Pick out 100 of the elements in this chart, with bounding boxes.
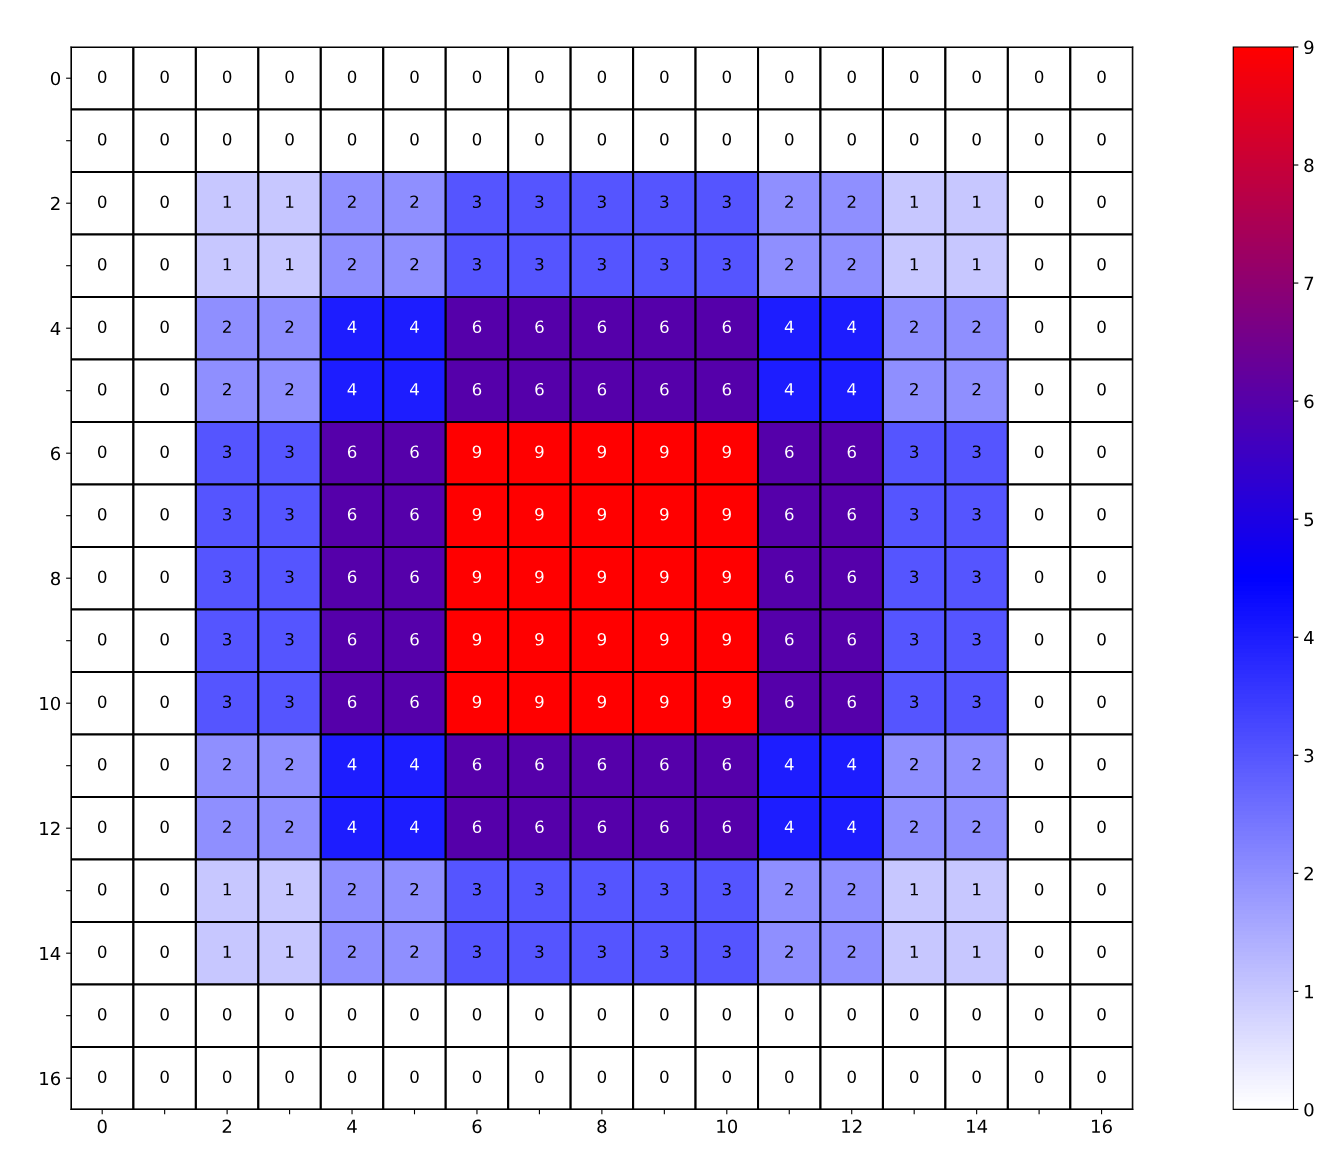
data-label: 0 xyxy=(972,132,981,146)
data-label: 9 xyxy=(722,632,731,646)
data-label: 4 xyxy=(347,758,357,771)
data-label: 3 xyxy=(472,882,481,896)
data-label: 0 xyxy=(410,1070,419,1084)
data-label: 6 xyxy=(660,320,669,334)
data-label: 9 xyxy=(722,695,731,709)
data-label: 0 xyxy=(660,1007,669,1021)
data-label: 3 xyxy=(535,882,544,896)
data-label: 0 xyxy=(785,1007,794,1021)
data-label: 0 xyxy=(909,1070,919,1084)
data-label: 1 xyxy=(910,258,918,271)
color-bar-label: 1 xyxy=(1305,985,1314,999)
data-label: 6 xyxy=(535,382,544,396)
data-label: 6 xyxy=(660,757,669,771)
data-label: 3 xyxy=(535,195,544,209)
data-label: 4 xyxy=(784,383,794,396)
data-label: 0 xyxy=(1034,195,1044,209)
data-label: 0 xyxy=(1097,820,1106,834)
data-label: 6 xyxy=(660,820,669,834)
data-label: 1 xyxy=(910,195,918,208)
data-label: 0 xyxy=(160,132,169,146)
data-label: 0 xyxy=(160,1007,169,1021)
y-tick-label: 6 xyxy=(51,446,61,461)
data-label: 2 xyxy=(972,320,981,333)
data-label: 0 xyxy=(785,70,794,84)
data-label: 3 xyxy=(660,945,669,959)
data-label: 9 xyxy=(597,445,607,459)
data-label: 0 xyxy=(160,195,169,209)
data-label: 0 xyxy=(1097,320,1106,334)
data-label: 0 xyxy=(347,70,357,84)
data-label: 9 xyxy=(535,507,544,521)
data-label: 6 xyxy=(472,820,482,834)
data-label: 1 xyxy=(286,945,294,958)
data-label: 0 xyxy=(785,1070,794,1084)
data-label: 6 xyxy=(347,632,357,646)
data-label: 6 xyxy=(847,445,856,459)
data-label: 9 xyxy=(660,445,669,459)
color-bar-label: 5 xyxy=(1304,512,1314,527)
data-label: 0 xyxy=(97,1070,107,1084)
data-label: 6 xyxy=(785,695,794,709)
data-label: 3 xyxy=(223,507,232,521)
data-label: 0 xyxy=(97,132,107,146)
data-label: 3 xyxy=(597,945,606,959)
data-label: 1 xyxy=(286,258,294,271)
data-label: 0 xyxy=(160,1070,169,1084)
data-label: 9 xyxy=(472,570,482,584)
data-label: 2 xyxy=(223,320,231,333)
data-label: 6 xyxy=(410,570,419,584)
data-label: 3 xyxy=(285,632,294,646)
data-label: 0 xyxy=(160,257,169,271)
data-label: 9 xyxy=(535,570,544,584)
data-label: 0 xyxy=(972,1070,981,1084)
y-tick-label: 12 xyxy=(40,821,60,836)
data-label: 0 xyxy=(1097,70,1106,84)
data-label: 3 xyxy=(535,945,544,959)
data-label: 0 xyxy=(160,632,169,646)
data-label: 3 xyxy=(597,882,606,896)
data-label: 3 xyxy=(972,632,981,646)
data-label: 0 xyxy=(1097,632,1106,646)
x-tick-label: 12 xyxy=(842,1119,862,1133)
data-label: 4 xyxy=(784,320,794,333)
data-label: 6 xyxy=(410,632,419,646)
data-label: 4 xyxy=(847,320,857,333)
data-label: 0 xyxy=(722,132,731,146)
data-label: 4 xyxy=(347,820,357,833)
data-label: 3 xyxy=(910,695,919,709)
color-bar-label: 7 xyxy=(1304,276,1314,290)
data-label: 0 xyxy=(97,70,107,84)
y-tick-label: 14 xyxy=(40,946,61,961)
data-label: 6 xyxy=(847,695,856,709)
data-label: 9 xyxy=(472,507,482,521)
data-label: 3 xyxy=(722,195,731,209)
data-label: 3 xyxy=(223,445,232,459)
data-label: 0 xyxy=(1034,1007,1044,1021)
data-label: 1 xyxy=(973,195,981,208)
data-label: 0 xyxy=(97,445,107,459)
x-tick-label: 10 xyxy=(717,1119,738,1134)
data-label: 2 xyxy=(410,945,419,958)
data-label: 0 xyxy=(597,70,607,84)
data-label: 2 xyxy=(785,882,793,896)
data-label: 0 xyxy=(1034,507,1044,521)
data-label: 1 xyxy=(910,945,918,958)
data-label: 0 xyxy=(97,570,107,584)
data-label: 6 xyxy=(847,570,856,584)
data-label: 6 xyxy=(597,820,607,834)
data-label: 6 xyxy=(785,507,794,521)
data-label: 9 xyxy=(660,695,669,709)
data-label: 6 xyxy=(597,320,607,334)
data-label: 3 xyxy=(722,882,731,896)
data-label: 2 xyxy=(785,945,793,958)
data-label: 2 xyxy=(785,257,793,271)
data-label: 0 xyxy=(1034,945,1044,959)
data-label: 4 xyxy=(847,820,857,833)
data-label: 0 xyxy=(222,70,232,84)
data-label: 0 xyxy=(535,132,544,146)
data-label: 3 xyxy=(910,445,919,459)
data-label: 4 xyxy=(410,320,419,333)
data-label: 0 xyxy=(535,1007,544,1021)
data-label: 2 xyxy=(347,945,356,958)
